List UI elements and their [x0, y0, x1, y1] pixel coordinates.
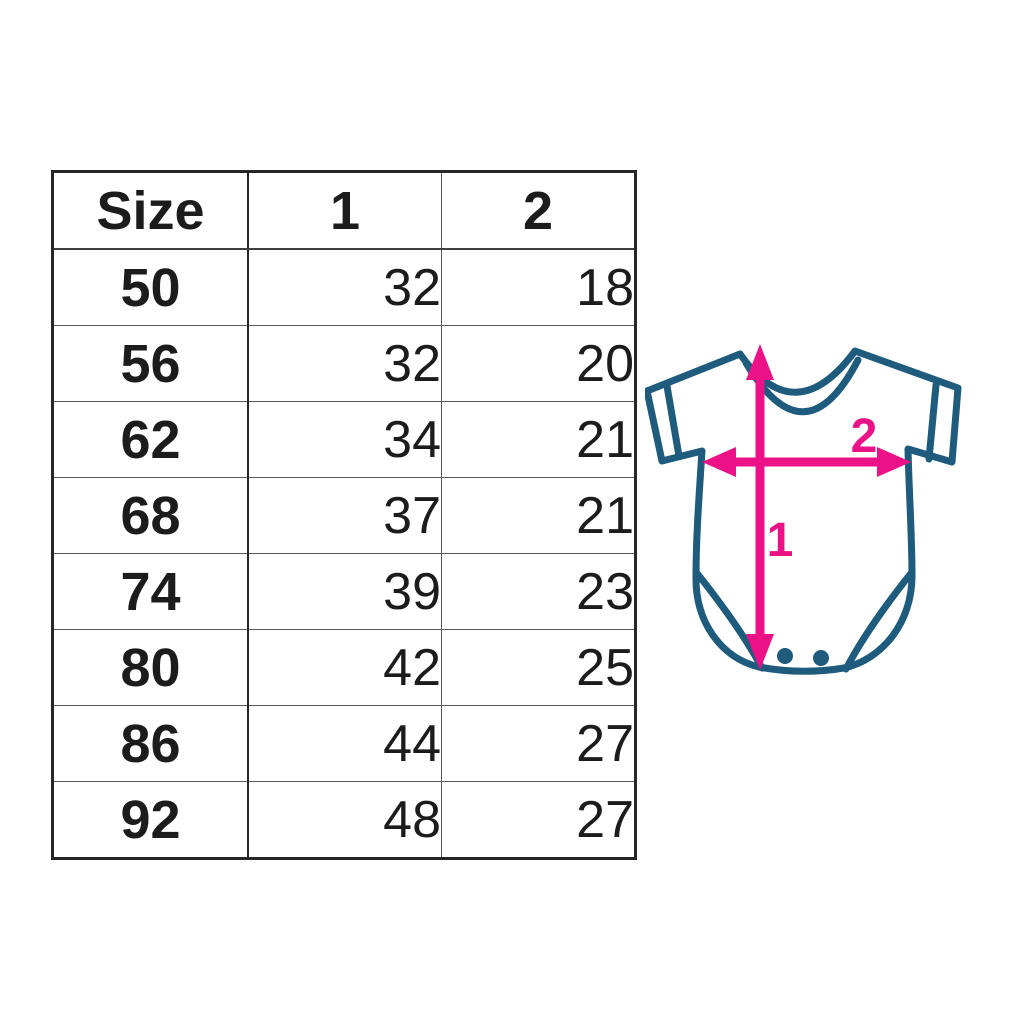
value-cell: 27 [441, 705, 636, 782]
value-cell: 21 [441, 401, 636, 478]
value-cell: 25 [441, 629, 636, 706]
size-chart-body: 50 32 18 56 32 20 62 34 21 68 37 21 74 39 23 80 42 25 86 44… [52, 248, 636, 859]
width-arrow-head-right [877, 447, 911, 477]
size-cell: 92 [52, 781, 249, 859]
value-cell: 37 [248, 477, 442, 554]
value-cell: 18 [441, 248, 636, 326]
size-cell: 86 [52, 705, 249, 782]
bodysuit-outline [645, 347, 962, 675]
table-row: 80 42 25 [52, 629, 636, 706]
value-cell: 27 [441, 781, 636, 859]
header-cell-1: 1 [248, 171, 442, 250]
value-cell: 42 [248, 629, 442, 706]
width-arrow-label: 2 [851, 410, 878, 463]
value-cell: 44 [248, 705, 442, 782]
header-row: Size 1 2 [52, 171, 636, 250]
right-cuff-line [925, 381, 940, 463]
length-arrow-head-bottom [746, 634, 774, 670]
table-row: 62 34 21 [52, 401, 636, 478]
right-leg-curve [842, 568, 916, 673]
size-cell: 80 [52, 629, 249, 706]
snap-button-dot [777, 648, 793, 664]
length-arrow-head-top [746, 344, 774, 380]
size-cell: 68 [52, 477, 249, 554]
value-cell: 21 [441, 477, 636, 554]
left-cuff-line [663, 382, 683, 460]
table-row: 86 44 27 [52, 705, 636, 782]
size-cell: 62 [52, 401, 249, 478]
value-cell: 34 [248, 401, 442, 478]
bodysuit-diagram: 1 2 [645, 344, 962, 675]
table-row: 92 48 27 [52, 781, 636, 859]
table-row: 50 32 18 [52, 248, 636, 326]
body-outline-path [645, 347, 962, 675]
value-cell: 32 [248, 248, 442, 326]
value-cell: 20 [441, 325, 636, 402]
value-cell: 39 [248, 553, 442, 630]
value-cell: 23 [441, 553, 636, 630]
size-chart-header: Size 1 2 [52, 171, 636, 250]
size-cell: 74 [52, 553, 249, 630]
width-arrow-head-left [702, 447, 736, 477]
table-row: 68 37 21 [52, 477, 636, 554]
header-cell-2: 2 [441, 171, 636, 250]
header-cell-size: Size [52, 171, 249, 250]
size-chart-table: Size 1 2 50 32 18 56 32 20 62 34 21 68 37 21 74 39 23 80 4… [51, 170, 637, 860]
value-cell: 32 [248, 325, 442, 402]
table-row: 74 39 23 [52, 553, 636, 630]
size-cell: 50 [52, 248, 249, 326]
length-arrow-label: 1 [767, 514, 794, 567]
snap-button-dot [813, 650, 829, 666]
size-cell: 56 [52, 325, 249, 402]
measurement-arrows: 1 2 [702, 344, 911, 670]
value-cell: 48 [248, 781, 442, 859]
table-row: 56 32 20 [52, 325, 636, 402]
